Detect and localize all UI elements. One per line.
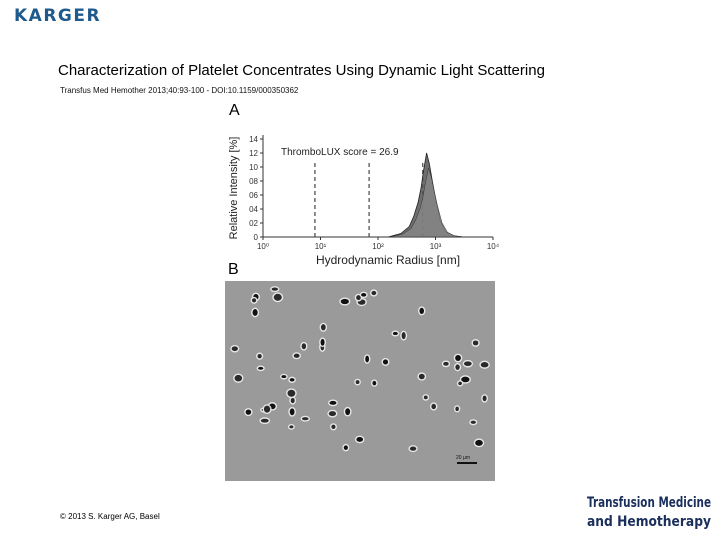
platelet-cell bbox=[443, 361, 449, 366]
platelet-cell bbox=[480, 362, 489, 368]
platelet-cell bbox=[372, 380, 377, 386]
platelet-cell bbox=[331, 424, 336, 429]
platelet-cell bbox=[290, 397, 295, 404]
platelet-cell bbox=[263, 405, 271, 413]
platelet-cell bbox=[361, 293, 367, 297]
distribution-area-overlay bbox=[388, 167, 465, 238]
platelet-cell bbox=[355, 380, 360, 385]
platelet-cell bbox=[271, 287, 279, 291]
platelet-cell bbox=[455, 355, 461, 361]
platelet-cell bbox=[273, 293, 282, 301]
journal-logo-line1: Transfusion Medicine bbox=[587, 495, 711, 511]
platelet-cell bbox=[289, 425, 294, 429]
platelet-cell bbox=[251, 298, 257, 303]
platelet-cell bbox=[470, 420, 476, 424]
x-axis-label: Hydrodynamic Radius [nm] bbox=[316, 253, 460, 267]
platelet-cell bbox=[423, 395, 428, 400]
platelet-cell bbox=[234, 374, 243, 382]
slide-title: Characterization of Platelet Concentrate… bbox=[58, 62, 545, 79]
platelet-cell bbox=[345, 408, 351, 416]
x-tick-label: 10² bbox=[372, 242, 384, 251]
platelet-cell bbox=[371, 290, 377, 296]
platelet-cell bbox=[356, 295, 361, 301]
y-tick-label: 06 bbox=[249, 191, 258, 200]
platelet-cell bbox=[343, 445, 348, 450]
platelet-cell bbox=[431, 403, 437, 410]
platelet-cell bbox=[328, 411, 337, 417]
y-tick-label: 08 bbox=[249, 177, 258, 186]
platelet-cell bbox=[455, 406, 459, 412]
copyright: © 2013 S. Karger AG, Basel bbox=[60, 512, 160, 521]
x-tick-label: 10⁰ bbox=[257, 242, 269, 251]
platelet-cell bbox=[392, 331, 398, 336]
panel-b-label: B bbox=[228, 261, 239, 278]
platelet-cell bbox=[231, 346, 238, 352]
figure: A 0 02 04 06 08 10 12 14 10⁰ 10¹ 10² 10³ 10⁴ Hydrodyn… bbox=[225, 102, 500, 481]
platelet-cell bbox=[258, 366, 264, 370]
platelet-cell bbox=[301, 417, 309, 421]
platelet-cell bbox=[472, 340, 479, 346]
x-tick-label: 10⁴ bbox=[487, 242, 500, 251]
platelet-cell bbox=[461, 376, 470, 383]
citation: Transfus Med Hemother 2013;40:93-100 - D… bbox=[60, 86, 299, 95]
y-tick-label: 12 bbox=[249, 149, 258, 158]
x-tick-label: 10³ bbox=[430, 242, 442, 251]
platelet-cell bbox=[418, 373, 425, 380]
platelet-cell bbox=[252, 309, 258, 316]
platelet-cell bbox=[455, 364, 460, 370]
platelet-cell bbox=[289, 378, 295, 382]
microscopy-image: 20 µm bbox=[225, 281, 495, 481]
y-axis-label: Relative Intensity [%] bbox=[228, 137, 240, 240]
platelet-cell bbox=[320, 324, 326, 331]
platelet-cell bbox=[257, 353, 262, 359]
score-annotation: ThromboLUX score = 26.9 bbox=[281, 147, 399, 158]
journal-logo: Transfusion Medicine and Hemotherapy bbox=[587, 495, 711, 530]
platelet-cell bbox=[382, 359, 389, 365]
platelet-cell bbox=[482, 395, 487, 402]
y-tick-label: 04 bbox=[249, 205, 258, 214]
platelet-cell bbox=[419, 307, 425, 314]
platelet-cell bbox=[463, 361, 472, 367]
karger-logo: KARGER bbox=[14, 6, 102, 26]
platelet-cell bbox=[293, 353, 300, 358]
platelet-cell bbox=[365, 355, 370, 363]
y-tick-label: 02 bbox=[249, 219, 258, 228]
platelet-cell bbox=[475, 439, 483, 446]
platelet-cell bbox=[301, 343, 307, 350]
platelet-cell bbox=[281, 375, 287, 379]
platelet-cell bbox=[260, 418, 269, 423]
platelet-cell bbox=[329, 400, 337, 405]
platelet-cell bbox=[245, 409, 252, 415]
platelet-cell bbox=[356, 437, 364, 442]
journal-logo-line2: and Hemotherapy bbox=[587, 514, 711, 530]
platelet-cell bbox=[401, 332, 406, 340]
panel-a-label: A bbox=[229, 102, 240, 119]
scale-bar-label: 20 µm bbox=[456, 455, 470, 461]
x-tick-label: 10¹ bbox=[315, 242, 327, 251]
platelet-cell bbox=[287, 389, 296, 397]
platelet-cell bbox=[340, 298, 349, 305]
y-tick-label: 10 bbox=[249, 163, 258, 172]
dls-chart: 0 02 04 06 08 10 12 14 10⁰ 10¹ 10² 10³ 10⁴ Hydrodynam… bbox=[228, 135, 500, 267]
platelet-cell bbox=[409, 446, 417, 451]
platelet-cell bbox=[320, 338, 325, 346]
scale-bar bbox=[457, 462, 477, 464]
y-tick-label: 0 bbox=[254, 233, 259, 242]
platelet-cell bbox=[458, 381, 462, 386]
platelet-cell bbox=[289, 408, 295, 416]
y-tick-label: 14 bbox=[249, 135, 258, 144]
